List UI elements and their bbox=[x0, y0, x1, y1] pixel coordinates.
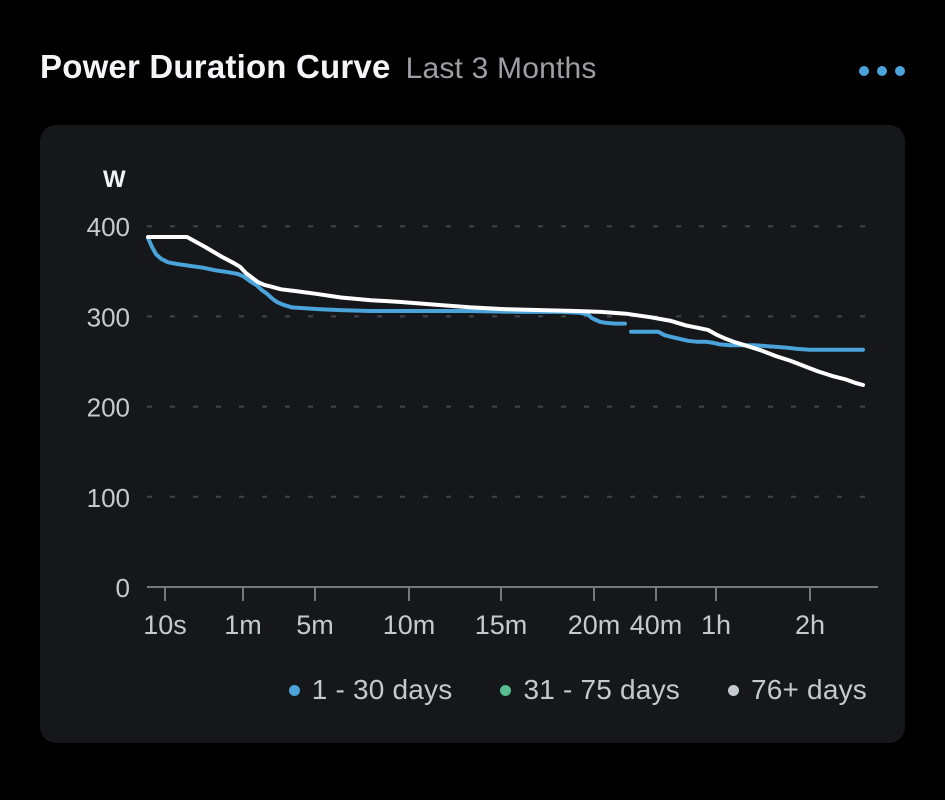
legend-label: 1 - 30 days bbox=[311, 674, 453, 705]
widget-title: Power Duration Curve bbox=[40, 48, 391, 85]
legend-dot-gray-icon bbox=[727, 684, 739, 696]
legend-dot-green-icon bbox=[500, 684, 512, 696]
legend-dot-blue-icon bbox=[288, 684, 300, 696]
widget-header: Power Duration Curve Last 3 Months bbox=[40, 48, 905, 86]
overflow-menu-button[interactable] bbox=[859, 62, 905, 80]
legend-item-76-plus-days[interactable]: 76+ days bbox=[727, 674, 867, 706]
legend-label: 76+ days bbox=[750, 674, 867, 705]
legend-label: 31 - 75 days bbox=[523, 674, 680, 705]
ellipsis-icon bbox=[859, 66, 869, 76]
ellipsis-icon bbox=[877, 66, 887, 76]
widget-subtitle: Last 3 Months bbox=[405, 52, 597, 85]
legend-item-31-75-days[interactable]: 31 - 75 days bbox=[500, 674, 680, 706]
legend-item-1-30-days[interactable]: 1 - 30 days bbox=[288, 674, 453, 706]
chart-panel bbox=[40, 125, 905, 743]
ellipsis-icon bbox=[895, 66, 905, 76]
chart-legend: 1 - 30 days 31 - 75 days 76+ days bbox=[40, 674, 905, 706]
